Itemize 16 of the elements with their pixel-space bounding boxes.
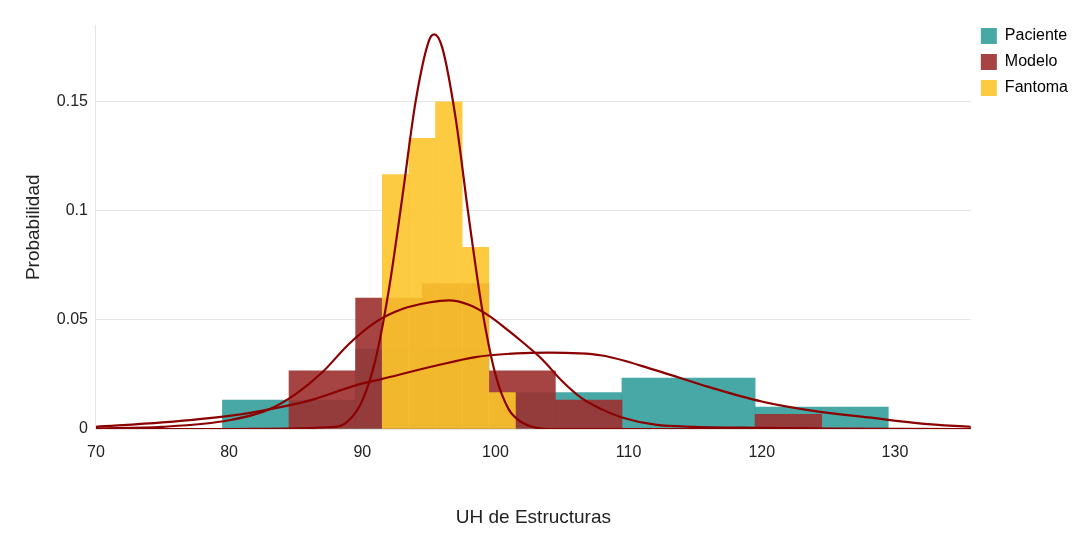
x-axis-title: UH de Estructuras: [455, 505, 612, 527]
x-tick-label: 90: [353, 443, 372, 461]
x-tick-label: 120: [748, 443, 776, 461]
x-tick-label: 100: [482, 443, 509, 461]
y-tick-label: 0: [79, 419, 89, 437]
legend-label: Fantoma: [1004, 78, 1069, 96]
y-axis-title: Probabilidad: [21, 174, 43, 281]
y-tick-label: 0.15: [56, 92, 89, 110]
y-tick-label: 0.1: [65, 201, 89, 219]
x-tick-label: 80: [220, 443, 239, 461]
x-tick-label: 110: [615, 443, 642, 461]
legend-label: Modelo: [1004, 52, 1058, 70]
x-tick-label: 130: [881, 443, 909, 461]
y-tick-label: 0.05: [56, 310, 89, 328]
x-tick-label: 70: [87, 443, 105, 461]
legend-label: Paciente: [1004, 26, 1068, 44]
